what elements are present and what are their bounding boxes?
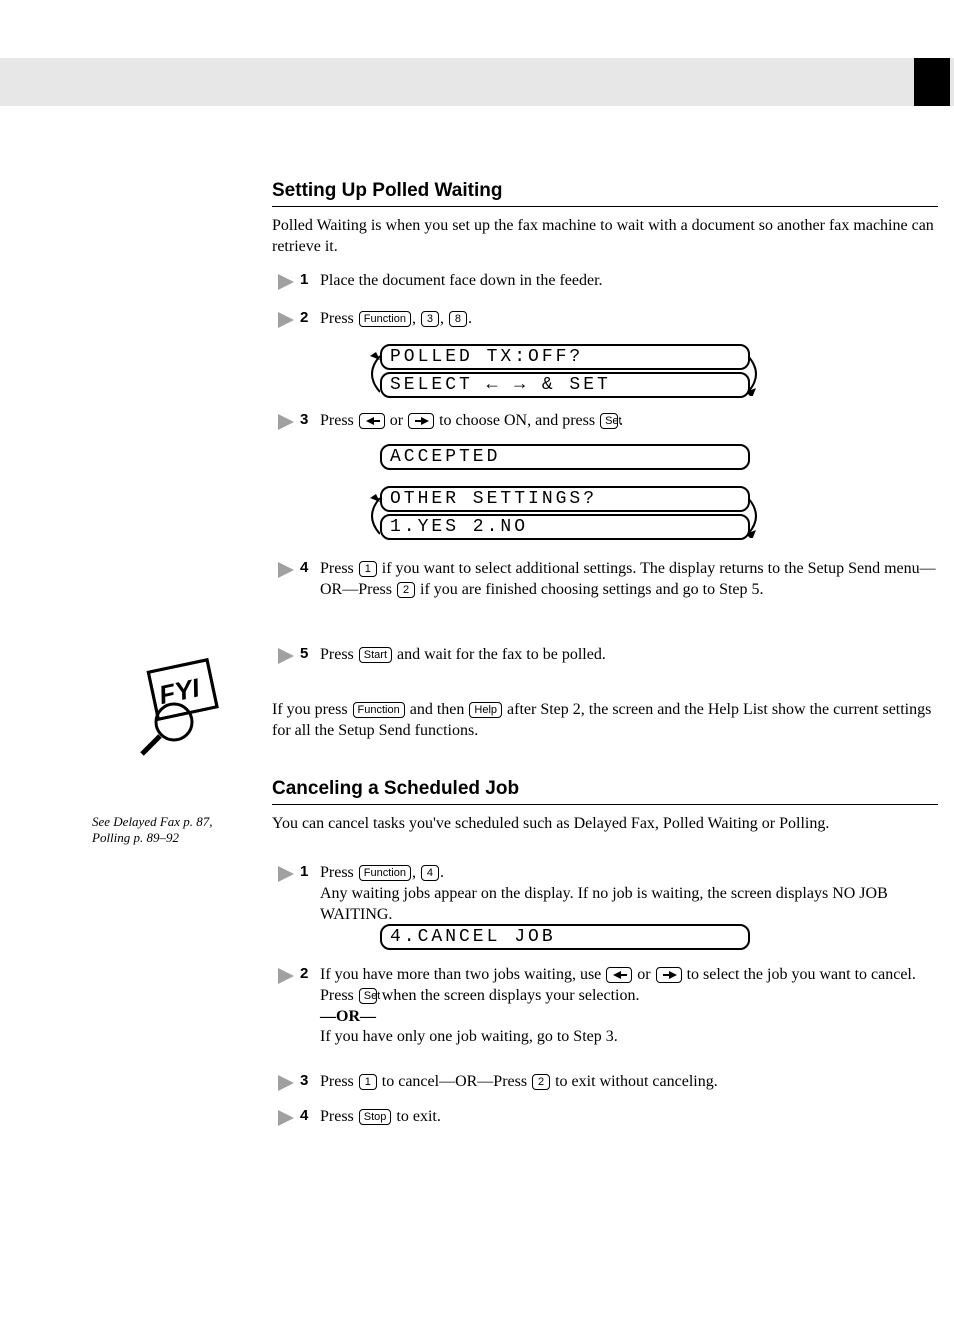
see-also: See Delayed Fax p. 87, Polling p. 89–92 [92,814,242,846]
step2-num: 2 [300,309,308,326]
s2s3-e: to exit without canceling. [551,1073,718,1090]
key-4: 4 [421,865,439,881]
right-arrow-key [656,967,682,983]
section2-intro: You can cancel tasks you've scheduled su… [272,814,938,835]
s2-step3-num: 3 [300,1072,308,1089]
stop-key: Stop [359,1109,392,1125]
s2s4-p: Press [320,1108,358,1125]
s2-step3: Press 1 to cancel—OR—Press 2 to exit wit… [320,1072,938,1093]
step1-num: 1 [300,271,308,288]
lcd-cycle-arrow-left [362,494,380,538]
header-bar [0,58,954,106]
step3-text: Press or to choose ON, and press Set. [320,411,940,432]
step3-num: 3 [300,411,308,428]
left-arrow-key [359,413,385,429]
step-marker [278,648,294,664]
section1-title: Setting Up Polled Waiting [272,180,502,202]
help-key: Help [469,702,502,718]
lcd-screen-1: POLLED TX:OFF? [380,344,750,370]
section2-rule [272,804,938,805]
s4-tail: if you are finished choosing settings an… [416,581,764,598]
s2s1-post: . [440,864,444,881]
key-8: 8 [449,311,467,327]
key-2: 2 [532,1074,550,1090]
function-key: Function [359,311,411,327]
lcd-screen-yesno: 1.YES 2.NO [380,514,750,540]
step-marker [278,866,294,882]
fyi-icon: FYI [126,656,236,756]
step4-text: Press 1 if you want to select additional… [320,559,938,601]
section1-rule [272,206,938,207]
s2-step2-num: 2 [300,965,308,982]
s2-step1-num: 1 [300,863,308,880]
section1-intro: Polled Waiting is when you set up the fa… [272,216,938,258]
lcd-screen-2: SELECT ← → & SET [380,372,750,398]
step-marker [278,562,294,578]
s2-step1: Press Function, 4. Any waiting jobs appe… [320,863,938,925]
s2s4-e: to exit. [392,1108,440,1125]
step4-num: 4 [300,559,308,576]
lcd-cycle-arrow-left [362,352,380,396]
s2s2-m: or [633,966,654,983]
step-marker [278,312,294,328]
step-marker [278,1110,294,1126]
step-marker [278,414,294,430]
fyi-text: If you press Function and then Help afte… [272,700,938,742]
lcd-cancel-job: 4.CANCEL JOB [380,924,750,950]
key-1: 1 [359,561,377,577]
function-key: Function [353,702,405,718]
s2s2-t: If you have more than two jobs waiting, … [320,966,605,983]
s5-post: and wait for the fax to be polled. [393,646,606,663]
step1-text: Place the document face down in the feed… [320,271,603,292]
lcd-screen-other: OTHER SETTINGS? [380,486,750,512]
step5-text: Press Start and wait for the fax to be p… [320,645,938,666]
s3-pre: Press [320,412,358,429]
key-1: 1 [359,1074,377,1090]
header-black-tab [914,58,950,106]
s3-tail: . [619,412,623,429]
s5-pre: Press [320,646,358,663]
s2s3-m: to cancel—OR—Press [378,1073,531,1090]
key-2: 2 [397,582,415,598]
lcd-cycle-arrow-right [748,352,766,396]
step5-num: 5 [300,645,308,662]
step-marker [278,1075,294,1091]
lcd-cycle-arrow-right [748,494,766,538]
s4-pre: Press [320,560,358,577]
right-arrow-key [408,413,434,429]
s2s2-tl: when the screen displays your selection. [378,987,640,1004]
s2s1-pre: Press [320,864,358,881]
step-marker [278,968,294,984]
s2s2-l3: If you have only one job waiting, go to … [320,1028,618,1045]
s2-step4-num: 4 [300,1107,308,1124]
lcd-screen-accepted: ACCEPTED [380,444,750,470]
s2-step4: Press Stop to exit. [320,1107,938,1128]
s2-post: . [468,310,472,327]
left-arrow-key [606,967,632,983]
set-key: Set [600,413,618,429]
s2-step2: If you have more than two jobs waiting, … [320,965,938,1048]
function-key: Function [359,865,411,881]
step2-text: Press Function, 3, 8. [320,309,472,330]
s2-pre: Press [320,310,358,327]
s3-mid: or [386,412,407,429]
key-3: 3 [421,311,439,327]
section2-title: Canceling a Scheduled Job [272,778,519,800]
s2s3-p: Press [320,1073,358,1090]
s2s2-or: —OR— [320,1008,376,1025]
fyi-1: If you press [272,701,352,718]
set-key: Set [359,988,377,1004]
start-key: Start [359,647,392,663]
step-marker [278,274,294,290]
fyi-2: and then [406,701,469,718]
s2s1-l2: Any waiting jobs appear on the display. … [320,885,888,923]
s3-post: to choose ON, and press [435,412,599,429]
